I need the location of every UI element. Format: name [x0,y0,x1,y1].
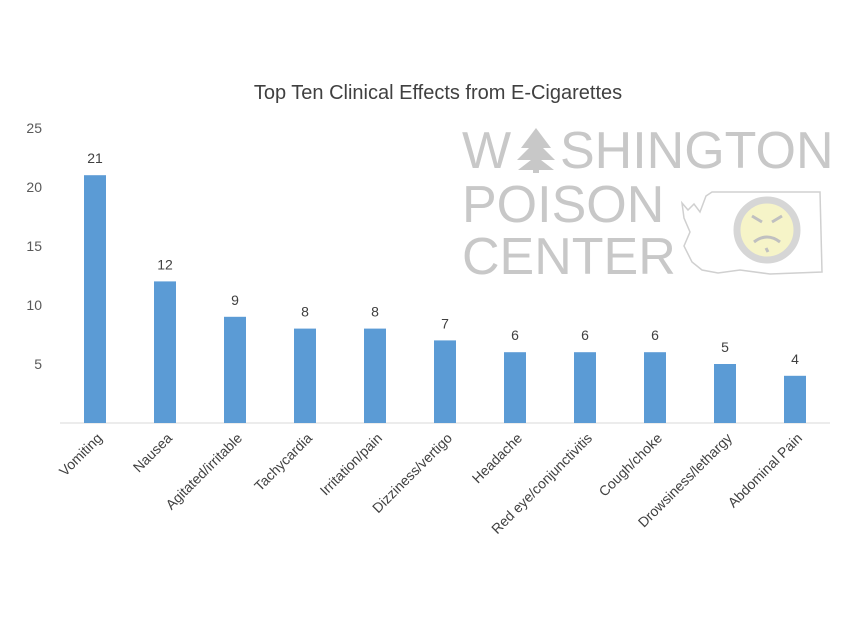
data-label: 21 [87,150,103,166]
data-label: 6 [651,327,659,343]
bar [224,316,246,423]
data-label: 8 [301,304,309,320]
y-tick-label: 10 [26,297,42,313]
bar [784,375,806,423]
y-axis: 5 10 15 20 25 [26,120,42,372]
x-tick-label: Tachycardia [251,430,315,494]
evergreen-tree-icon [517,128,555,173]
data-label: 9 [231,292,239,308]
washington-state-map-icon [680,191,823,275]
bar [644,352,666,423]
y-tick-label: 20 [26,179,42,195]
chart-title: Top Ten Clinical Effects from E-Cigarett… [254,82,622,104]
x-tick-label: Headache [469,430,526,487]
data-labels: 21 12 9 8 8 7 6 6 6 5 4 [87,150,799,367]
y-tick-label: 25 [26,120,42,136]
bar [154,281,176,423]
bar [364,328,386,423]
data-label: 12 [157,256,173,272]
bar [504,352,526,423]
logo-line1-suffix: SHINGTON [560,122,834,180]
x-tick-label: Irritation/pain [317,430,386,499]
bar [574,352,596,423]
bar [434,340,456,423]
x-tick-label: Cough/choke [595,430,665,500]
data-label: 7 [441,315,449,331]
bar [714,364,736,423]
mr-yuk-face-icon [733,196,801,264]
data-label: 6 [581,327,589,343]
data-label: 5 [721,339,729,355]
logo-line2: POISON [462,176,664,234]
x-tick-label: Nausea [130,430,176,476]
logo-line1-prefix: W [462,122,511,180]
bar [294,328,316,423]
data-label: 4 [791,351,799,367]
y-tick-label: 5 [34,356,42,372]
logo-line3: CENTER [462,228,676,286]
bar [84,175,106,423]
y-tick-label: 15 [26,238,42,254]
x-tick-label: Abdominal Pain [724,430,805,511]
washington-poison-center-logo: W SHINGTON POISON CENTER [462,122,834,286]
x-tick-label: Vomiting [56,430,105,479]
x-tick-label: Agitated/irritable [162,430,245,513]
data-label: 8 [371,304,379,320]
data-label: 6 [511,327,519,343]
bars [84,175,806,423]
